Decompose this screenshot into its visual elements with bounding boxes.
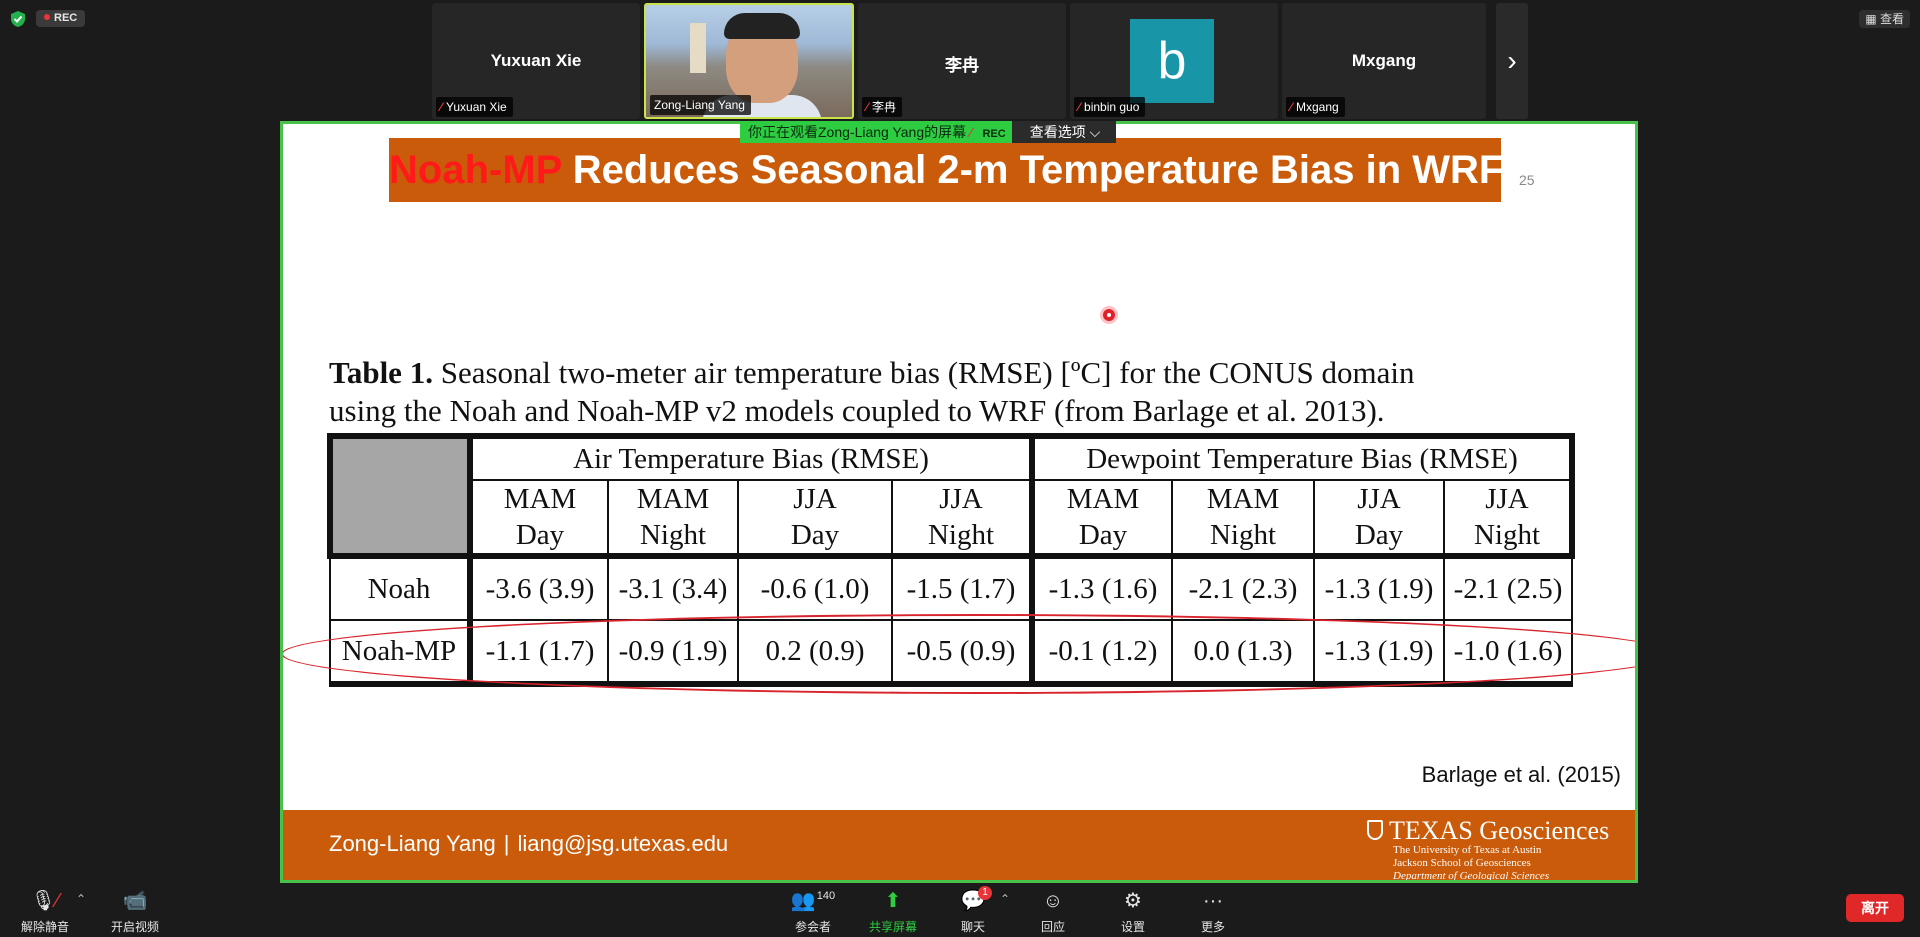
- more-button[interactable]: ··· 更多: [1174, 884, 1252, 937]
- avatar: b: [1130, 19, 1214, 103]
- table-column-header: JJA Night: [891, 479, 1033, 559]
- table-caption: Table 1. Seasonal two-meter air temperat…: [329, 355, 1415, 428]
- table-row: Noah -3.6 (3.9) -3.1 (3.4) -0.6 (1.0) -1…: [329, 553, 1573, 621]
- table-column-header: MAM Day: [1029, 479, 1173, 559]
- mic-muted-icon: ⁄: [440, 100, 443, 114]
- table-cell: -2.1 (2.5): [1443, 553, 1573, 621]
- meeting-toolbar: 🎙⁄ 解除静音 ⌃ 📹 开启视频 👥140 参会者 ⬆ 共享屏幕 💬 1 聊天 …: [0, 884, 1920, 937]
- table-cell: -1.3 (1.9): [1313, 553, 1445, 621]
- participant-label: ⁄ binbin guo: [1074, 97, 1146, 117]
- table-column-header: JJA Night: [1443, 479, 1575, 559]
- mic-muted-icon: ⁄: [866, 100, 869, 114]
- participants-icon: 👥140: [790, 890, 836, 912]
- table-cell: -1.5 (1.7): [891, 553, 1033, 621]
- mic-muted-icon: ⁄: [1290, 100, 1293, 114]
- gear-icon: ⚙: [1124, 890, 1142, 912]
- participant-tile-active-speaker[interactable]: Zong-Liang Yang: [644, 3, 854, 119]
- participant-label: ⁄ Yuxuan Xie: [436, 97, 513, 117]
- chat-badge: 1: [978, 886, 992, 900]
- participant-tile[interactable]: Yuxuan Xie ⁄ Yuxuan Xie: [432, 3, 640, 119]
- video-off-icon: 📹: [122, 890, 148, 912]
- slide-footer: Zong-Liang Yang | liang@jsg.utexas.edu TEX…: [283, 810, 1635, 880]
- participant-tile[interactable]: Mxgang ⁄ Mxgang: [1282, 3, 1486, 119]
- table-cell: -3.1 (3.4): [607, 553, 739, 621]
- emoji-icon: ☺: [1042, 890, 1064, 912]
- participant-name: Yuxuan Xie: [490, 51, 582, 70]
- mic-muted-icon: ⁄: [1078, 100, 1081, 114]
- participants-button[interactable]: 👥140 参会者: [774, 884, 852, 937]
- grid-icon: ▦: [1865, 12, 1880, 26]
- table-column-header: JJA Day: [1313, 479, 1445, 559]
- table-column-header: MAM Day: [467, 479, 609, 559]
- footer-author: Zong-Liang Yang | liang@jsg.utexas.edu: [329, 831, 729, 856]
- reactions-button[interactable]: ☺ 回应: [1014, 884, 1092, 937]
- view-options-button[interactable]: 查看选项 ⌵: [1011, 121, 1117, 143]
- viewing-screen-label: 你正在观看Zong-Liang Yang的屏幕 ⁄ REC: [740, 121, 1012, 143]
- share-screen-icon: ⬆: [884, 890, 902, 912]
- mic-muted-icon: ⁄: [970, 124, 973, 140]
- table-corner-cell: [327, 433, 471, 557]
- participant-label: ⁄ 李冉: [862, 97, 903, 117]
- chat-options-caret-icon[interactable]: ⌃: [1000, 892, 1011, 906]
- shared-screen: Noah-MP Reduces Seasonal 2-m Temperature…: [280, 121, 1638, 883]
- start-video-button[interactable]: 📹 开启视频: [96, 884, 174, 937]
- table-column-header: MAM Night: [1171, 479, 1315, 559]
- share-banner: 你正在观看Zong-Liang Yang的屏幕 ⁄ REC 查看选项 ⌵: [740, 121, 1117, 143]
- chat-button[interactable]: 💬 1 聊天: [934, 884, 1012, 937]
- mic-muted-icon: 🎙⁄: [30, 890, 60, 912]
- slide-number: 25: [1519, 172, 1535, 188]
- ut-seal-icon: [1367, 820, 1383, 840]
- table-column-header: MAM Night: [607, 479, 739, 559]
- settings-button[interactable]: ⚙ 设置: [1094, 884, 1172, 937]
- table-cell: -0.6 (1.0): [737, 553, 893, 621]
- table-cell: -1.3 (1.6): [1029, 553, 1173, 621]
- table-cell: -3.6 (3.9): [467, 553, 609, 621]
- participant-name: Mxgang: [1351, 51, 1417, 70]
- recording-indicator[interactable]: REC: [36, 10, 86, 27]
- security-shield-icon[interactable]: [10, 10, 26, 28]
- leave-button[interactable]: 离开: [1846, 894, 1904, 922]
- participant-label: Zong-Liang Yang: [650, 95, 751, 115]
- slide-title: Noah-MP Reduces Seasonal 2-m Temperature…: [389, 138, 1503, 202]
- participant-name: 李冉: [945, 56, 979, 75]
- next-page-chevron-icon[interactable]: ›: [1496, 3, 1528, 119]
- table-group-header: Air Temperature Bias (RMSE): [467, 433, 1033, 481]
- view-button[interactable]: ▦ 查看: [1859, 10, 1910, 28]
- unmute-button[interactable]: 🎙⁄ 解除静音: [6, 884, 84, 937]
- participant-tile[interactable]: 李冉 ⁄ 李冉: [858, 3, 1066, 119]
- record-dot-icon: [44, 14, 50, 20]
- participant-label: ⁄ Mxgang: [1286, 97, 1345, 117]
- table-group-header: Dewpoint Temperature Bias (RMSE): [1029, 433, 1575, 481]
- row-label: Noah: [329, 553, 471, 621]
- reference-citation: Barlage et al. (2015): [1421, 762, 1621, 787]
- laser-pointer-icon: [1103, 309, 1115, 321]
- audio-options-caret-icon[interactable]: ⌃: [76, 892, 87, 906]
- more-dots-icon: ···: [1203, 890, 1223, 912]
- table-column-header: JJA Day: [737, 479, 893, 559]
- table-cell: -2.1 (2.3): [1171, 553, 1315, 621]
- annotation-ellipse: [283, 614, 1635, 694]
- share-screen-button[interactable]: ⬆ 共享屏幕: [854, 884, 932, 937]
- texas-geosciences-logo: TEXAS Geosciences The University of Texa…: [1367, 816, 1627, 880]
- participant-tile[interactable]: b ⁄ binbin guo: [1070, 3, 1278, 119]
